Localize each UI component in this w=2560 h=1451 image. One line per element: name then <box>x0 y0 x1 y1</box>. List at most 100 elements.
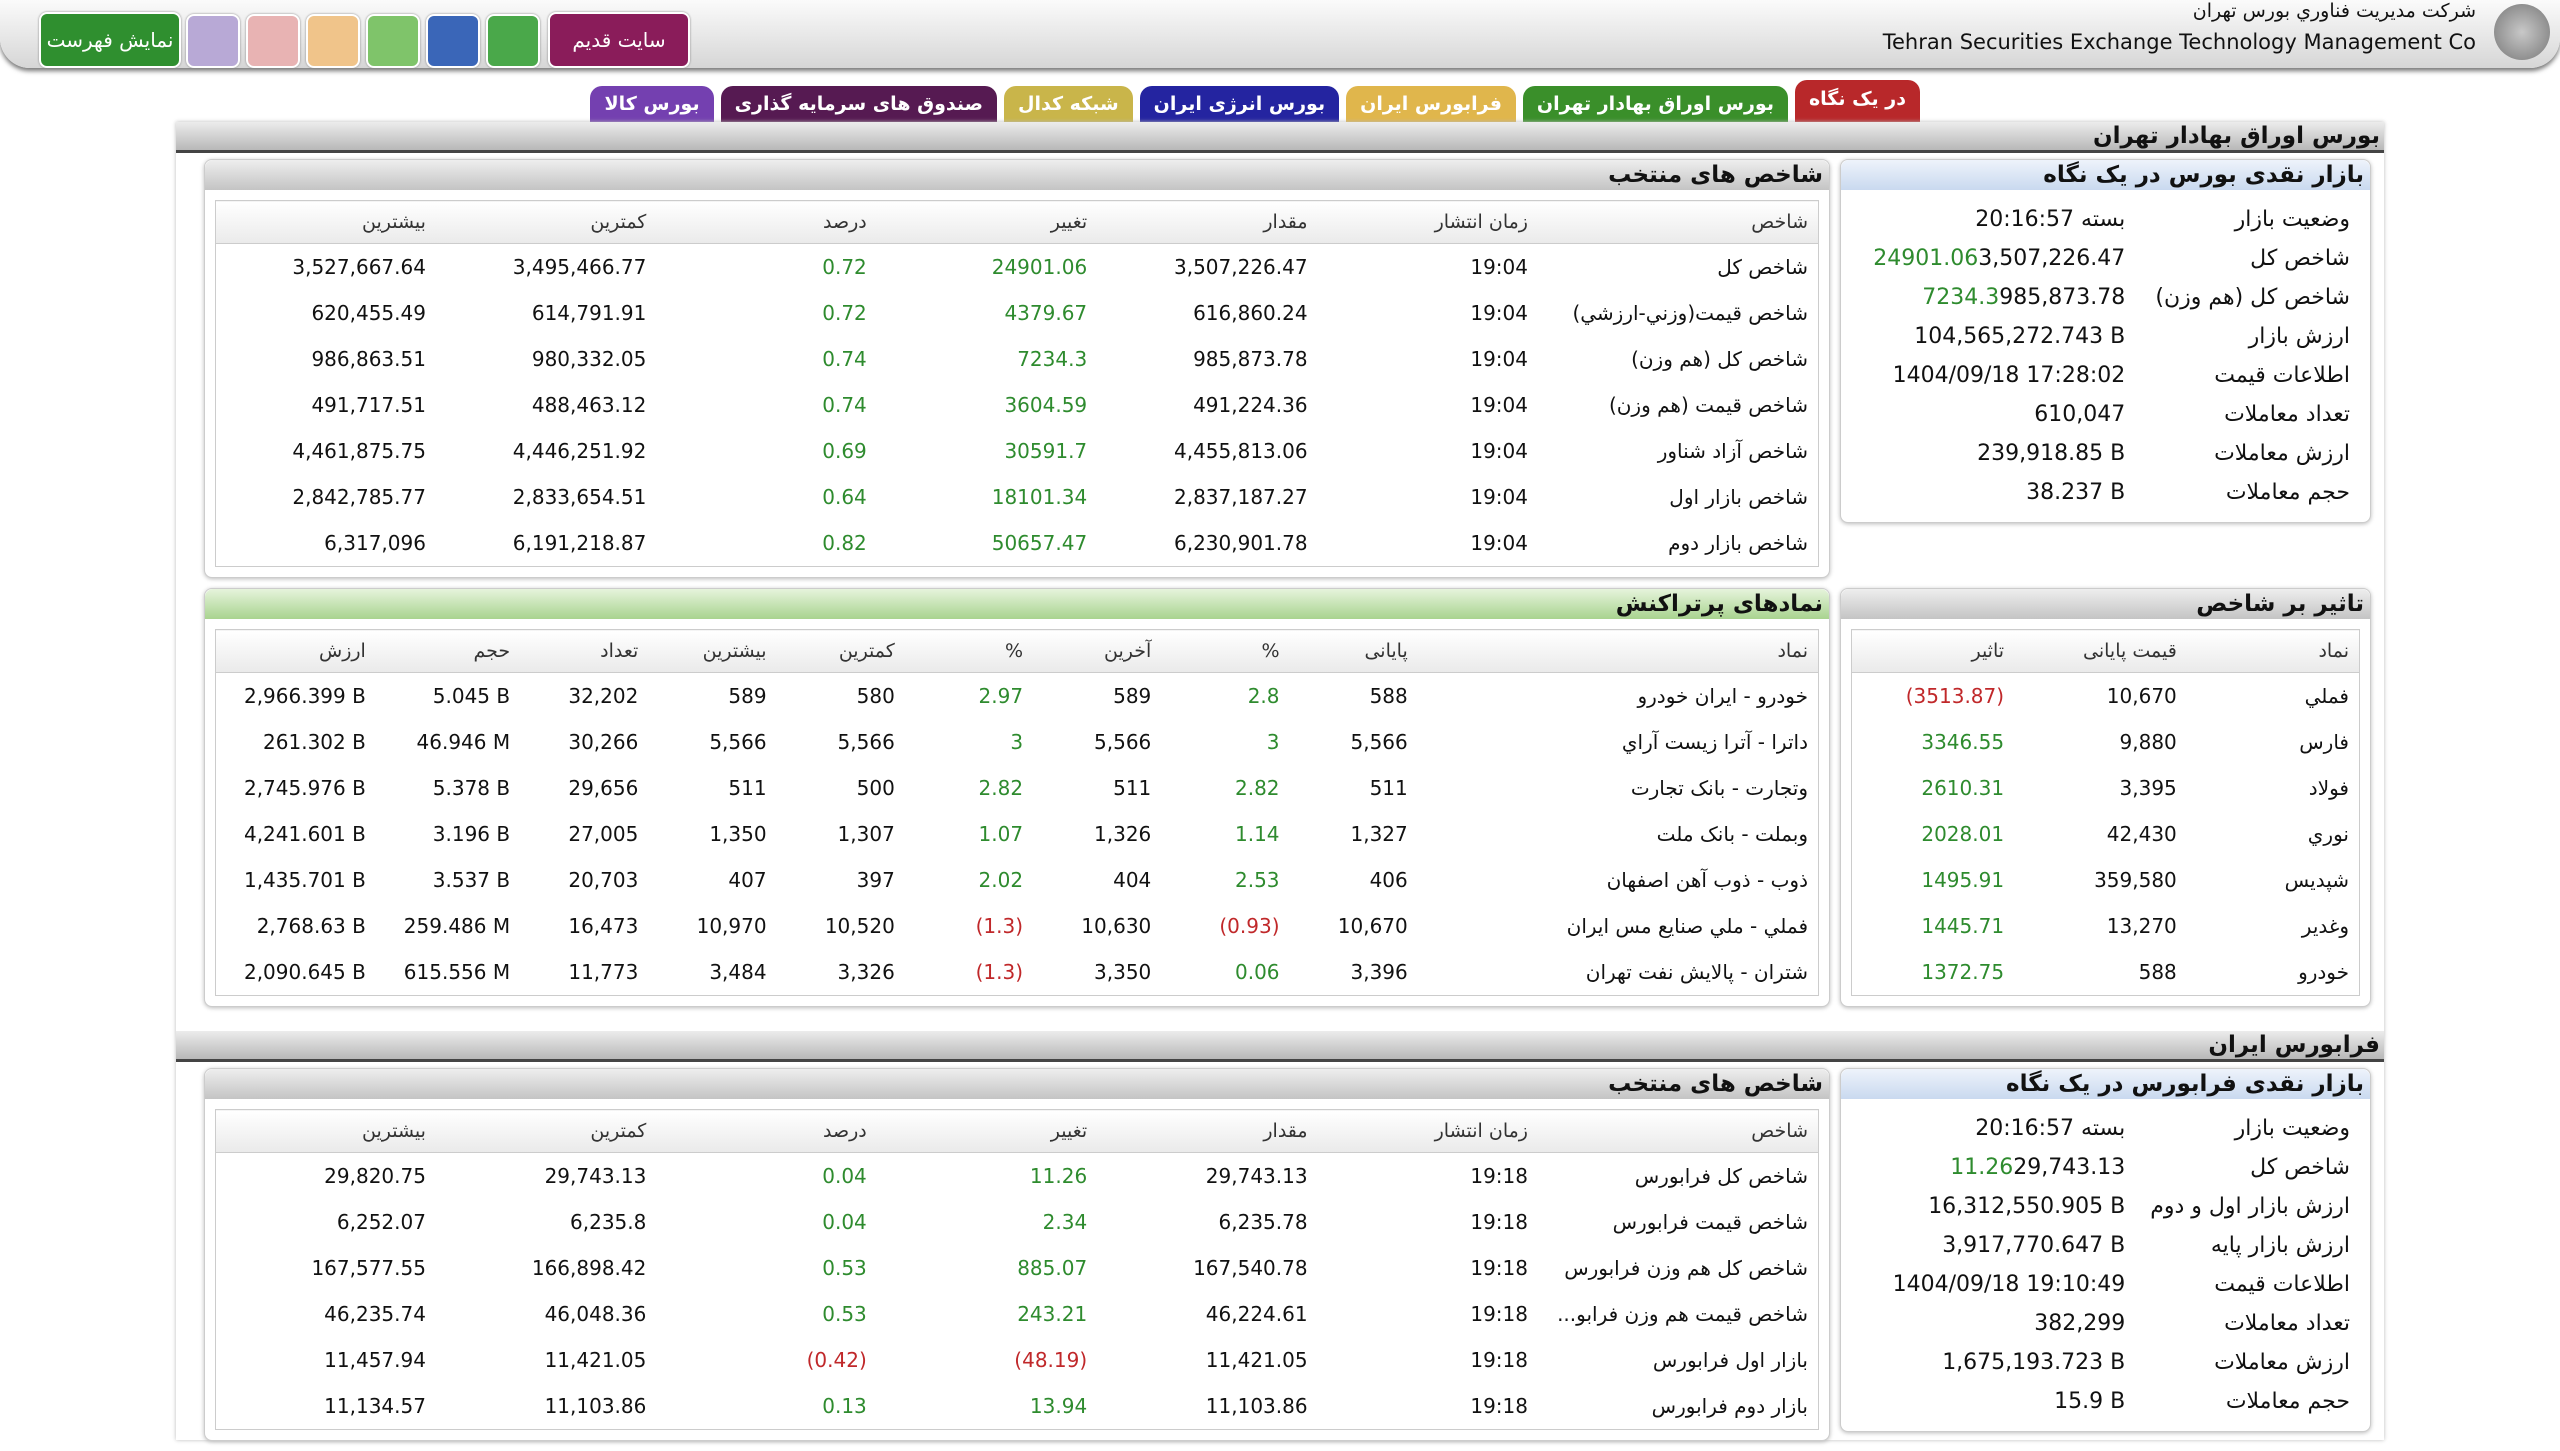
table-cell: داترا - آترا زیست آراي <box>1621 730 1808 754</box>
column-header: درصد <box>656 1109 877 1153</box>
summary-value: 3,917,770.647 B <box>1851 1226 2135 1265</box>
summary-row: ارزش بازار اول و دوم 16,312,550.905 B <box>1851 1187 2360 1226</box>
section-title: بورس اوراق بهادار تهران <box>176 122 2384 153</box>
table-cell: 616,860.24 <box>1193 301 1308 325</box>
table-cell: 259.486 M <box>403 914 511 938</box>
home-icon[interactable] <box>246 14 300 68</box>
table-cell: 491,224.36 <box>1193 393 1308 417</box>
search-icon[interactable] <box>366 14 420 68</box>
summary-label: حجم معاملات <box>2225 480 2350 505</box>
summary-value-text: 38.237 B <box>2026 480 2126 505</box>
table-cell: 19:18 <box>1470 1210 1528 1234</box>
tab[interactable]: بورس اوراق بهادار تهران <box>1522 86 1788 122</box>
table-cell: 3 <box>1010 730 1024 754</box>
table-cell: 0.53 <box>822 1256 867 1280</box>
grid-icon[interactable] <box>486 14 540 68</box>
table-cell: 166,898.42 <box>531 1256 647 1280</box>
table-cell: 11,134.57 <box>324 1394 426 1418</box>
column-header: بیشترین <box>215 200 436 244</box>
summary-label: شاخص کل (هم وزن) <box>2155 285 2350 310</box>
table-row: ذوب - ذوب آهن اصفهان 406 2.53 404 2.02 397 407… <box>216 857 1819 903</box>
summary-change: 24901.06 <box>1873 246 1979 271</box>
table-cell: (48.19) <box>1014 1348 1088 1372</box>
summary-value: 7234.3985,873.78 <box>1851 278 2135 317</box>
table-cell: 11,103.86 <box>544 1394 647 1418</box>
column-header: تعداد <box>520 629 649 673</box>
table-cell: 19:18 <box>1470 1394 1528 1418</box>
table-cell: 5,566 <box>837 730 895 754</box>
table-cell: شپديس <box>2284 868 2349 892</box>
impact-panel: تاثیر بر شاخص نماد قیمت پایانی تاثیر فملي 10,… <box>1840 588 2371 1007</box>
table-cell: (1.3) <box>975 914 1024 938</box>
table-cell: 406 <box>1369 868 1408 892</box>
table-cell: شاخص قیمت فرابورس <box>1612 1210 1808 1234</box>
table-cell: 19:04 <box>1470 393 1528 417</box>
summary-row: اطلاعات قیمت 1404/09/18 17:28:02 <box>1851 356 2360 395</box>
table-cell: 29,743.13 <box>1205 1164 1308 1188</box>
table-cell: وغدير <box>2301 914 2349 938</box>
header-row: شاخص زمان انتشار مقدار تغییر درصد کمترین بیشتر… <box>215 200 1819 244</box>
table-row: فملي - ملي صنايع مس ايران 10,670 (0.93) 10,… <box>216 903 1819 949</box>
header-row: شاخص زمان انتشار مقدار تغییر درصد کمترین بیشتر… <box>215 1109 1819 1153</box>
summary-value-text: بسته 20:16:57 <box>1975 207 2126 232</box>
summary-value: 1404/09/18 17:28:02 <box>1851 356 2135 395</box>
table-cell: 407 <box>728 868 767 892</box>
summary-value-text: 1404/09/18 19:10:49 <box>1892 1272 2126 1297</box>
table-cell: فملي <box>2304 684 2349 708</box>
tab[interactable]: فرابورس ایران <box>1346 86 1516 122</box>
tab[interactable]: صندوق های سرمایه گذاری <box>720 86 997 122</box>
table-cell: 261.302 B <box>263 730 366 754</box>
table-cell: 0.69 <box>822 439 867 463</box>
indices-table: شاخص زمان انتشار مقدار تغییر درصد کمترین بیشتر… <box>215 200 1819 567</box>
column-header: مقدار <box>1097 200 1318 244</box>
table-cell: 4,446,251.92 <box>512 439 647 463</box>
table-cell: 2,745.976 B <box>243 776 366 800</box>
table-cell: 6,235.8 <box>570 1210 647 1234</box>
table-cell: شاخص قیمت هم وزن فرابو... <box>1557 1302 1808 1326</box>
table-cell: 0.74 <box>822 393 867 417</box>
summary-value-text: 239,918.85 B <box>1977 441 2126 466</box>
table-cell: شاخص کل هم وزن فرابورس <box>1564 1256 1808 1280</box>
table-cell: 19:18 <box>1470 1164 1528 1188</box>
logo[interactable] <box>2494 4 2550 60</box>
table-icon[interactable] <box>306 14 360 68</box>
table-cell: 1,326 <box>1094 822 1152 846</box>
table-cell: 580 <box>856 684 895 708</box>
summary-label: ارزش بازار پایه <box>2210 1233 2350 1258</box>
tab[interactable]: شبکه کدال <box>1004 86 1133 122</box>
table-cell: 27,005 <box>568 822 639 846</box>
summary-value: 382,299 <box>1851 1304 2135 1343</box>
old-site-button[interactable]: سایت قدیم <box>548 12 690 68</box>
table-cell: (0.42) <box>806 1348 867 1372</box>
globe-icon[interactable] <box>186 14 240 68</box>
summary-row: حجم معاملات 15.9 B <box>1851 1382 2360 1421</box>
table-cell: 11,457.94 <box>324 1348 426 1372</box>
table-row: شاخص آزاد شناور 19:04 4,455,813.06 30591.7 0… <box>216 428 1819 474</box>
tab[interactable]: بورس انرژی ایران <box>1139 86 1340 122</box>
table-cell: 2,090.645 B <box>243 960 366 984</box>
summary-row: تعداد معاملات 382,299 <box>1851 1304 2360 1343</box>
summary-panel: بازار نقدی بورس در یک نگاه وضعیت بازار بست… <box>1840 159 2371 523</box>
table-cell: 588 <box>1369 684 1408 708</box>
tab-bar: در یک نگاه بورس اوراق بهادار تهران فرابورس… <box>590 80 1920 122</box>
summary-value: 15.9 B <box>1851 1382 2135 1421</box>
menu-button[interactable]: نمایش فهرست <box>39 12 181 68</box>
table-cell: فملي - ملي صنايع مس ايران <box>1566 914 1808 938</box>
table-cell: 50657.47 <box>991 531 1088 555</box>
summary-label: ارزش بازار <box>2248 324 2350 349</box>
table-cell: 9,880 <box>2119 730 2177 754</box>
table-cell: 30591.7 <box>1004 439 1088 463</box>
tab[interactable]: در یک نگاه <box>1794 80 1920 122</box>
summary-value-text: 382,299 <box>2034 1311 2126 1336</box>
summary-value: بسته 20:16:57 <box>1851 200 2135 239</box>
table-cell: 3,507,226.47 <box>1173 255 1308 279</box>
table-cell: 29,656 <box>568 776 639 800</box>
tab[interactable]: بورس کالا <box>590 86 714 122</box>
column-header: ارزش <box>215 629 376 673</box>
table-cell: 1,327 <box>1350 822 1408 846</box>
summary-label: شاخص کل <box>2250 246 2350 271</box>
column-header: تغییر <box>876 200 1098 244</box>
book-icon[interactable] <box>426 14 480 68</box>
table-row: فولاد 3,395 2610.31 <box>1852 765 2360 811</box>
table-row: شاخص کل هم وزن فرابورس 19:18 167,540.78 885… <box>216 1245 1819 1291</box>
